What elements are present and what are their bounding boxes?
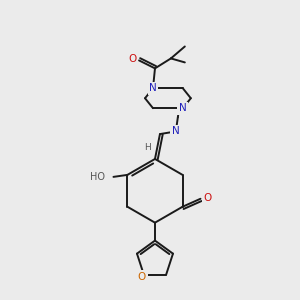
Text: N: N [172,126,180,136]
Text: N: N [179,103,187,113]
Text: O: O [128,54,136,64]
Text: O: O [138,272,146,282]
Text: O: O [203,193,211,203]
Text: HO: HO [91,172,106,182]
Text: N: N [149,83,157,93]
Text: H: H [144,143,151,152]
